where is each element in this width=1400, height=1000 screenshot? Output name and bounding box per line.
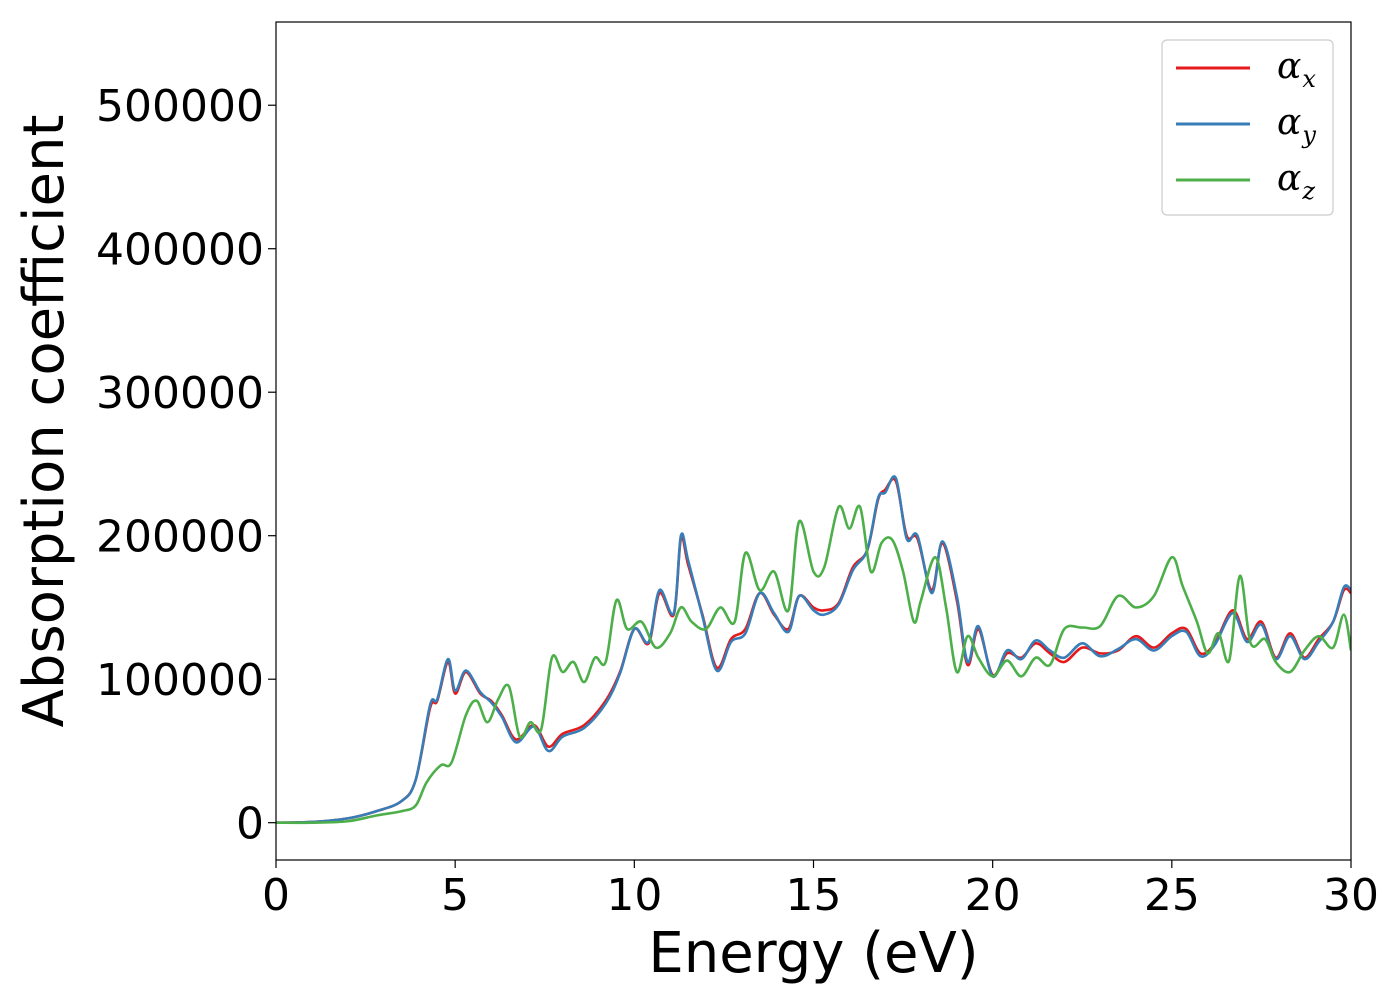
y-tick-label: 500000 (96, 81, 264, 132)
series-layer (276, 475, 1351, 825)
series-line-x (276, 477, 1351, 824)
legend-subscript: y (1301, 121, 1316, 149)
legend-label-z: αz (1277, 158, 1315, 205)
legend-symbol: α (1277, 102, 1301, 143)
x-tick-label: 15 (786, 870, 842, 921)
legend-symbol: α (1277, 46, 1301, 87)
y-axis: 0 100000 200000 300000 400000 500000 (96, 81, 276, 850)
y-tick-label: 200000 (96, 512, 264, 563)
legend-label-y: αy (1277, 102, 1316, 149)
series-line-y (276, 475, 1351, 824)
y-tick-label: 400000 (96, 225, 264, 276)
x-tick-label: 25 (1144, 870, 1200, 921)
y-tick-label: 0 (236, 799, 264, 850)
x-axis: 0 5 10 15 20 25 30 (262, 860, 1379, 921)
x-tick-label: 20 (965, 870, 1021, 921)
x-tick-label: 10 (606, 870, 662, 921)
legend-subscript: z (1301, 177, 1315, 205)
y-tick-label: 100000 (96, 655, 264, 706)
y-axis-title: Absorption coefficient (12, 115, 77, 728)
x-tick-label: 0 (262, 870, 290, 921)
legend-label-x: αx (1277, 46, 1316, 93)
y-tick-label: 300000 (96, 368, 264, 419)
x-axis-title: Energy (eV) (648, 921, 978, 986)
x-tick-label: 30 (1323, 870, 1379, 921)
series-line-z (276, 504, 1351, 825)
legend-subscript: x (1302, 65, 1316, 93)
legend-box (1161, 39, 1334, 216)
x-tick-label: 5 (441, 870, 469, 921)
legend-symbol: α (1277, 158, 1301, 199)
